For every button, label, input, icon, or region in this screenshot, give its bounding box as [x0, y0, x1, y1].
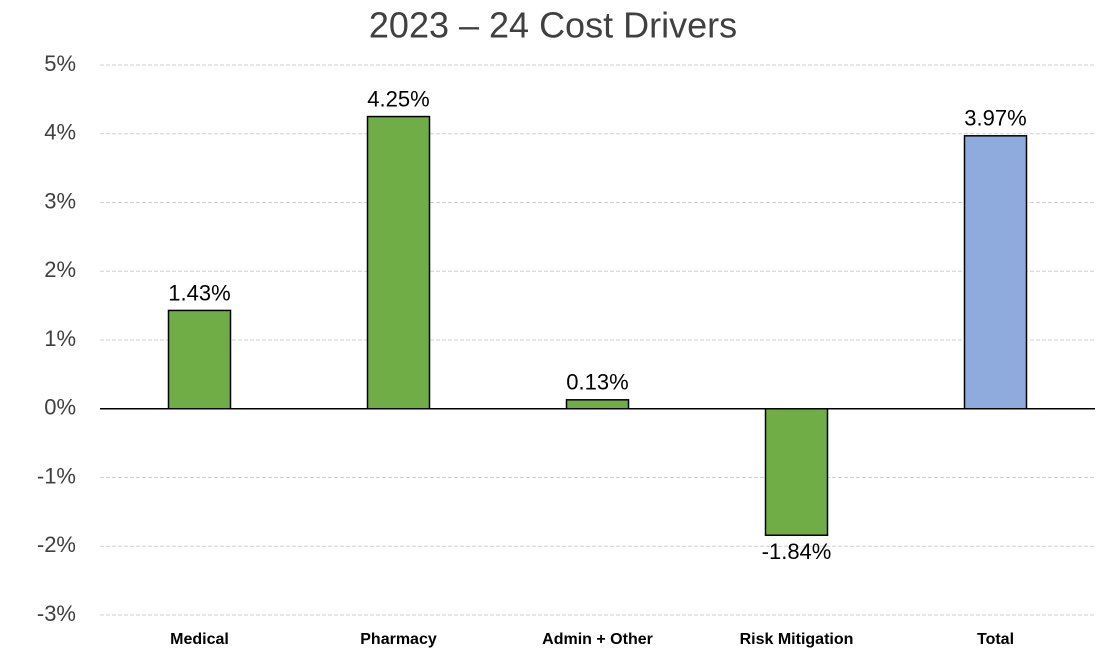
y-tick-label: 3% [44, 188, 76, 213]
bar [167, 309, 232, 410]
bar [963, 135, 1028, 410]
x-tick-label: Pharmacy [360, 631, 437, 648]
y-tick-label: 5% [44, 51, 76, 76]
y-tick-label: 2% [44, 257, 76, 282]
x-tick-label: Medical [170, 631, 229, 648]
data-label: 0.13% [566, 370, 628, 395]
data-label: 3.97% [964, 106, 1026, 131]
data-label: 1.43% [168, 280, 230, 305]
y-tick-label: -3% [37, 601, 76, 626]
data-label: -1.84% [762, 539, 832, 564]
x-tick-label: Risk Mitigation [740, 631, 854, 648]
bar [366, 115, 431, 410]
bar [565, 399, 630, 410]
y-tick-label: -2% [37, 532, 76, 557]
bar [764, 408, 829, 536]
x-tick-label: Admin + Other [542, 631, 653, 648]
y-tick-label: 0% [44, 395, 76, 420]
chart-title: 2023 – 24 Cost Drivers [369, 5, 737, 46]
y-tick-label: 1% [44, 326, 76, 351]
x-tick-label: Total [977, 631, 1014, 648]
y-tick-label: -1% [37, 463, 76, 488]
data-label: 4.25% [367, 86, 429, 111]
y-tick-label: 4% [44, 120, 76, 145]
